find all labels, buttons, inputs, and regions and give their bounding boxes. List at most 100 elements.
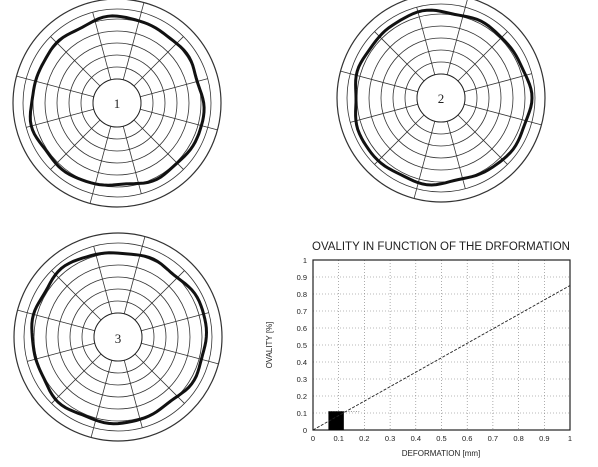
x-tick-label: 0.7	[488, 434, 498, 443]
y-axis-label: OVALITY [%]	[265, 322, 274, 369]
plot-area-frame	[312, 259, 571, 431]
chart-grid	[312, 259, 571, 431]
polar-spoke	[17, 309, 95, 332]
polar-spoke	[374, 31, 425, 82]
polar-spoke	[133, 36, 184, 87]
polar-ring	[13, 232, 223, 442]
polar-ring	[22, 8, 212, 198]
polar-ring	[80, 66, 154, 140]
polar-plot-2: 2	[336, 0, 546, 203]
polar-spoke	[27, 342, 95, 362]
polar-spoke	[134, 353, 185, 404]
x-axis-label: DEFORMATION [mm]	[402, 449, 481, 458]
y-tick-labels: 0 0.1 0.2 0.3 0.4 0.5 0.6 0.7 0.8 0.9 1	[297, 256, 307, 435]
y-tick-label: 0.8	[297, 290, 307, 299]
polar-spoke	[457, 31, 508, 82]
polar-ring	[45, 264, 191, 410]
polar-ring	[23, 242, 213, 432]
polar-spoke	[90, 360, 113, 438]
y-tick-label: 0.1	[297, 409, 307, 418]
polar-spoke	[340, 70, 418, 93]
polar-ring	[346, 3, 536, 193]
polar-spoke	[16, 75, 94, 98]
ovality-chart: OVALITY IN FUNCTION OF THE DRFORMATION 0…	[265, 241, 572, 458]
y-tick-label: 0	[303, 426, 307, 435]
polar-ring	[380, 37, 502, 159]
deformation-trace-1	[28, 14, 206, 187]
polar-spoke	[122, 2, 145, 80]
polar-spoke	[50, 36, 101, 87]
polar-ring	[404, 61, 478, 135]
highlight-region	[328, 411, 344, 430]
y-tick-label: 1	[303, 256, 307, 265]
polar-spoke	[123, 236, 146, 314]
polar-ring	[56, 42, 178, 164]
x-tick-label: 0.9	[539, 434, 549, 443]
polar-spoke	[123, 360, 143, 428]
polar-plot-3: 3	[13, 232, 223, 442]
polar-ring	[68, 54, 166, 152]
polar-spoke	[413, 121, 436, 199]
polar-spoke	[416, 7, 436, 75]
y-tick-label: 0.5	[297, 341, 307, 350]
polar-spoke	[133, 119, 184, 170]
polar-spoke	[89, 126, 112, 204]
x-tick-label: 1	[568, 434, 572, 443]
polar-ring	[392, 49, 490, 147]
polar-ring	[368, 25, 514, 171]
chart-title: OVALITY IN FUNCTION OF THE DRFORMATION	[312, 241, 570, 253]
polar-ring	[44, 30, 190, 176]
polar-plot-1: 1	[12, 0, 222, 208]
polar-grid-1	[12, 0, 222, 208]
polar-spoke	[92, 12, 112, 80]
y-tick-label: 0.2	[297, 392, 307, 401]
polar-spoke	[51, 270, 102, 321]
polar-grid-2	[336, 0, 546, 203]
x-tick-label: 0.8	[513, 434, 523, 443]
x-tick-label: 0.3	[385, 434, 395, 443]
polar-spoke	[140, 108, 218, 131]
polar-ring	[69, 288, 167, 386]
polar-spoke	[446, 0, 468, 75]
polar-spoke	[464, 73, 532, 93]
series-line	[312, 285, 571, 431]
polar-center-2	[416, 73, 466, 123]
polar-spoke	[464, 103, 542, 126]
polar-ring	[12, 0, 222, 208]
polar-spoke	[26, 108, 94, 128]
y-tick-label: 0.7	[297, 307, 307, 316]
x-tick-label: 0.5	[436, 434, 446, 443]
y-tick-label: 0.6	[297, 324, 307, 333]
polar-spoke	[350, 103, 418, 123]
polar-spoke	[141, 312, 209, 332]
polar-center-1	[92, 78, 142, 128]
polar-label-1: 1	[114, 96, 121, 111]
chart-series-group	[312, 285, 571, 431]
deformation-trace-3	[30, 251, 209, 426]
polar-ring	[81, 300, 155, 374]
chart-highlight-group	[328, 410, 360, 430]
polar-spoke	[93, 246, 113, 314]
y-tick-label: 0.4	[297, 358, 307, 367]
polar-spoke	[457, 114, 508, 165]
polar-ring	[336, 0, 546, 203]
y-tick-label: 0.9	[297, 273, 307, 282]
x-tick-label: 0.1	[333, 434, 343, 443]
x-tick-label: 0.4	[411, 434, 421, 443]
polar-spoke	[374, 114, 425, 165]
polar-spoke	[141, 342, 219, 365]
polar-ring	[57, 276, 179, 398]
polar-label-3: 3	[115, 331, 122, 346]
x-tick-label: 0.6	[462, 434, 472, 443]
x-tick-labels: 0 0.1 0.2 0.3 0.4 0.5 0.6 0.7 0.8 0.9 1	[311, 434, 572, 443]
polar-spoke	[134, 270, 185, 321]
deformation-trace-2	[354, 8, 534, 187]
polar-spoke	[51, 353, 102, 404]
y-tick-label: 0.3	[297, 375, 307, 384]
x-tick-label: 0.2	[359, 434, 369, 443]
polar-center-3	[93, 312, 143, 362]
polar-spoke	[50, 119, 101, 170]
x-tick-label: 0	[311, 434, 315, 443]
polar-label-2: 2	[438, 91, 445, 106]
